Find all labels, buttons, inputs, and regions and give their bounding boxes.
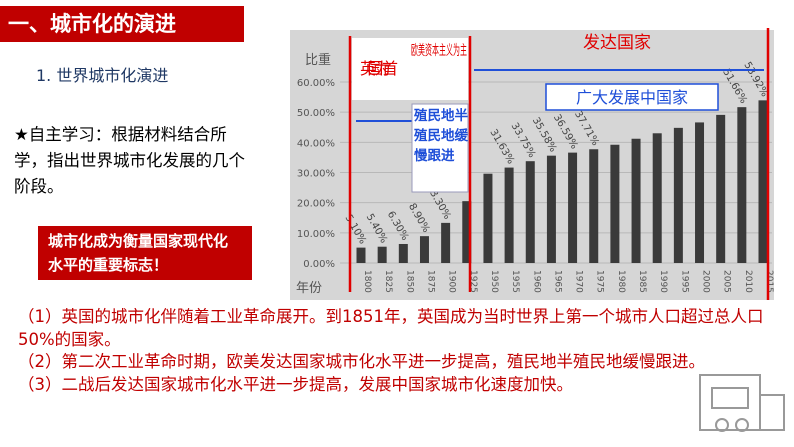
- x-tick-label: 1970: [574, 270, 584, 293]
- y-tick-label: 30.00%: [297, 169, 335, 180]
- y-tick-label: 40.00%: [297, 138, 335, 149]
- notes: （1）英国的城市化伴随着工业革命展开。到1851年，英国成为当时世界上第一个城市…: [18, 306, 778, 396]
- annotation: 英国为首: [360, 59, 398, 78]
- x-tick-label: 1965: [552, 270, 562, 293]
- bar: [758, 100, 768, 263]
- bar: [546, 155, 556, 263]
- bar: [441, 222, 451, 263]
- y-tick-label: 10.00%: [297, 229, 335, 240]
- bar: [737, 107, 747, 263]
- annotation: 广大发展中国家: [576, 88, 688, 107]
- x-tick-label: 1980: [616, 270, 626, 293]
- bar: [398, 243, 408, 263]
- x-tick-label: 2010: [743, 270, 753, 293]
- callout: 城市化成为衡量国家现代化水平的重要标志！: [38, 226, 252, 280]
- bar: [356, 247, 366, 263]
- x-tick-label: 1800: [362, 270, 372, 293]
- x-tick-label: 1850: [404, 270, 414, 293]
- building-icon: [699, 374, 785, 432]
- x-tick-label: 1955: [510, 270, 520, 293]
- x-tick-label: 1985: [637, 270, 647, 293]
- x-axis-label: 年份: [296, 281, 322, 296]
- label-box: [411, 103, 469, 193]
- label-box: [545, 83, 719, 111]
- bar: [695, 122, 705, 263]
- bar: [610, 144, 620, 263]
- bar: [419, 236, 429, 263]
- x-tick-label: 1995: [679, 270, 689, 293]
- bar: [652, 133, 662, 263]
- note: （1）英国的城市化伴随着工业革命展开。到1851年，英国成为当时世界上第一个城市…: [18, 307, 764, 349]
- x-tick-label: 1975: [595, 270, 605, 293]
- note: （2）第二次工业革命时期，欧美发达国家城市化水平进一步提高，殖民地半殖民地缓慢跟…: [18, 352, 705, 372]
- subtitle: 1. 世界城市化演进: [36, 66, 169, 85]
- y-tick-label: 20.00%: [297, 199, 335, 210]
- bar: [483, 173, 493, 263]
- bar: [716, 114, 726, 263]
- x-tick-label: 1950: [489, 270, 499, 293]
- annotation: 发达国家: [583, 33, 651, 53]
- bar: [631, 138, 641, 263]
- bar: [525, 161, 535, 263]
- y-tick-label: 0.00%: [303, 259, 335, 270]
- annotation: 欧美资本主义为主: [411, 43, 467, 59]
- bar: [568, 152, 578, 263]
- task-text: ★自主学习：根据材料结合所学，指出世界城市化发展的几个阶段。: [14, 125, 245, 196]
- x-tick-label: 1925: [468, 270, 478, 293]
- x-tick-label: 1875: [425, 270, 435, 293]
- y-tick-label: 50.00%: [297, 108, 335, 119]
- y-tick-label: 60.00%: [297, 78, 335, 89]
- annotation: 殖民地半殖民地缓慢跟进: [414, 108, 468, 164]
- bar: [462, 201, 472, 263]
- note: （3）二战后发达国家城市化水平进一步提高，发展中国家城市化速度加快。: [18, 374, 573, 394]
- bar: [589, 149, 599, 263]
- x-tick-label: 2005: [722, 270, 732, 293]
- annotation-box: 殖民地半殖民地缓慢跟进: [414, 108, 468, 164]
- bar: [504, 167, 514, 263]
- bar: [673, 127, 683, 263]
- slide-title: 一、城市化的演进: [0, 6, 244, 42]
- x-tick-label: 1825: [383, 270, 393, 293]
- x-tick-label: 1900: [447, 270, 457, 293]
- x-tick-label: 1960: [531, 270, 541, 293]
- x-tick-label: 1990: [658, 270, 668, 293]
- bar: [377, 246, 387, 263]
- y-axis-label: 比重: [305, 52, 331, 68]
- x-tick-label: 2000: [701, 270, 711, 293]
- label-box: [352, 38, 468, 100]
